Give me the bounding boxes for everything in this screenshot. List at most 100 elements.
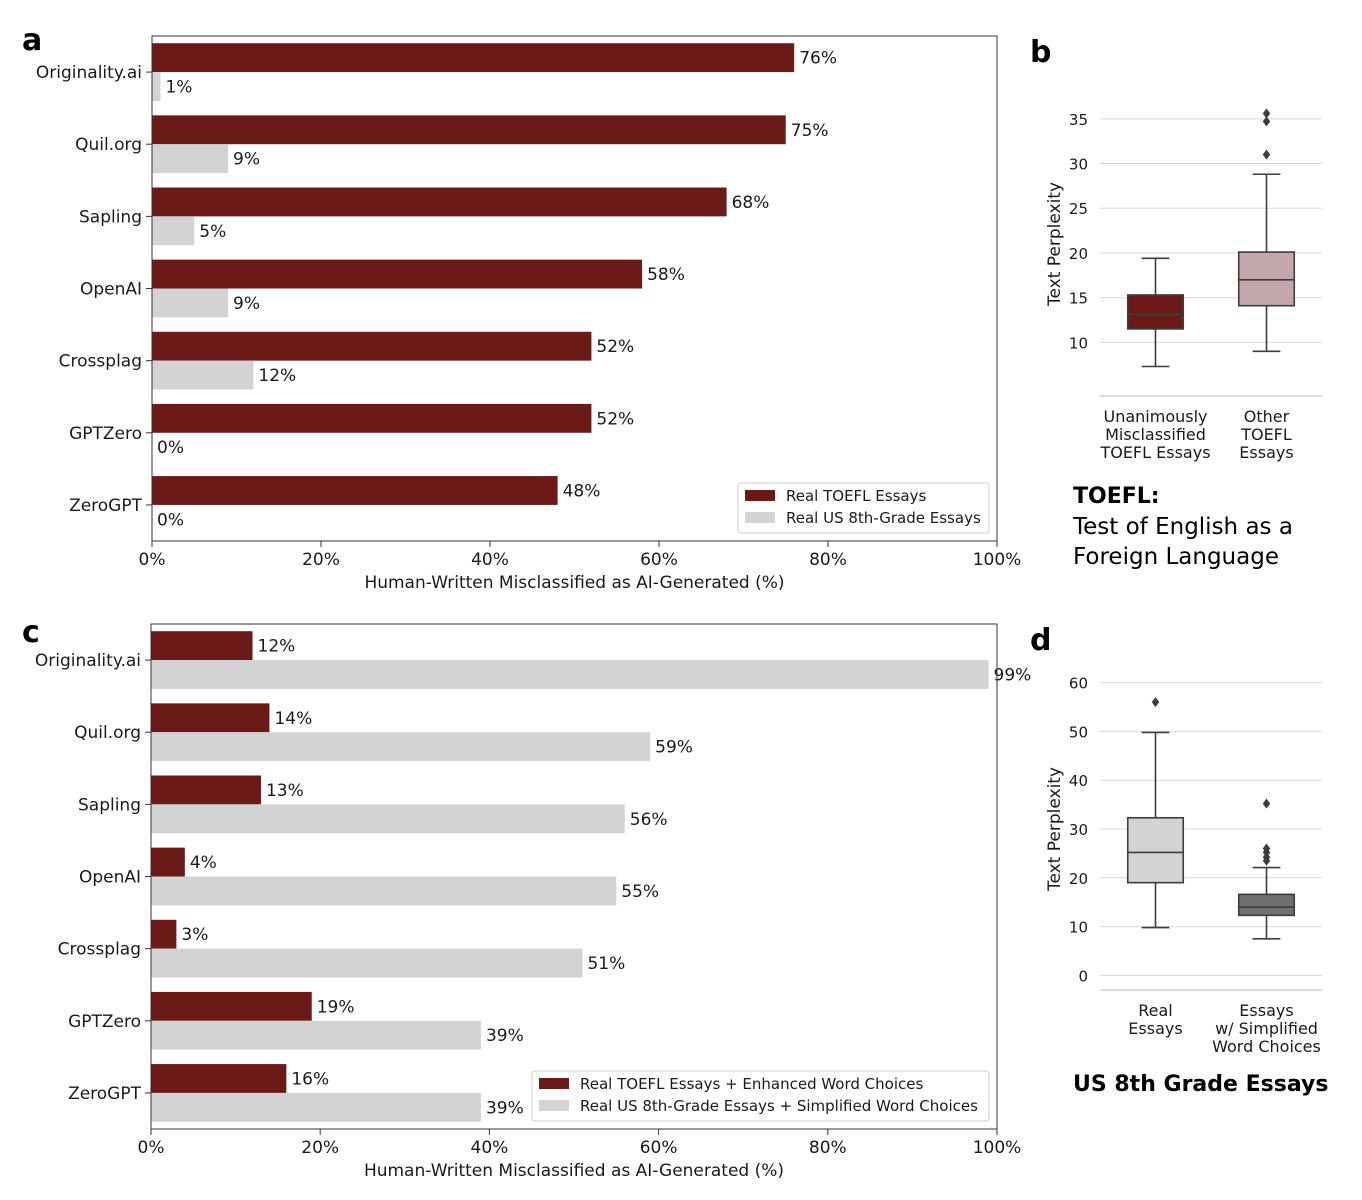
bar-chart-c: 12% 99% Originality.ai 14% 59% Quil.org 13% 56%…: [35, 623, 1032, 1181]
x-tick-label: 100%: [973, 550, 1022, 570]
outlier-marker: [1262, 108, 1271, 119]
y-tick-label: 40: [1069, 772, 1088, 790]
y-tick-label: Sapling: [79, 207, 142, 227]
bar-value-label: 16%: [291, 1070, 329, 1090]
bar-value-label: 5%: [199, 222, 226, 242]
outlier-marker: [1262, 116, 1271, 127]
bar-1: [152, 360, 254, 390]
bar-value-label: 51%: [587, 954, 625, 974]
bar-1: [151, 1092, 481, 1122]
y-tick-label: ZeroGPT: [69, 496, 143, 516]
bar-value-label: 14%: [274, 709, 312, 729]
x-tick-label: 40%: [471, 550, 509, 570]
bar-1: [152, 288, 229, 318]
bar-value-label: 12%: [258, 366, 296, 386]
panel-letter-a: a: [22, 23, 42, 58]
panel-letter-d: d: [1030, 623, 1051, 658]
y-tick-label: 25: [1069, 200, 1088, 218]
y-tick-label: OpenAI: [80, 280, 142, 300]
legend-box: [531, 1070, 990, 1122]
bar-1: [152, 144, 229, 174]
bar-0: [151, 703, 270, 733]
us8-note-title: US 8th Grade Essays: [1073, 1072, 1328, 1097]
y-tick-label: 35: [1069, 111, 1088, 129]
x-tick-label: 80%: [809, 1138, 847, 1158]
bar-value-label: 19%: [317, 997, 355, 1017]
bar-0: [152, 331, 592, 361]
outlier-marker: [1262, 149, 1271, 160]
y-tick-label: Crossplag: [58, 940, 141, 960]
plot-frame: [151, 35, 998, 542]
outlier-marker: [1151, 697, 1160, 708]
x-tick-label: 80%: [809, 550, 847, 570]
box: [1126, 816, 1185, 884]
bar-chart-a: 76% 1% Originality.ai 75% 9% Quil.org 68% 5% Sap…: [36, 35, 1022, 593]
x-tick-label: 100%: [973, 1138, 1022, 1158]
x-axis-label: Human-Written Misclassified as AI-Genera…: [364, 1161, 784, 1181]
y-tick-label: 30: [1069, 821, 1088, 839]
legend-label: Real US 8th-Grade Essays + Simplified Wo…: [580, 1097, 978, 1115]
y-tick-label: GPTZero: [68, 1012, 141, 1032]
x-category-label: Essays: [1128, 1019, 1182, 1038]
bar-0: [151, 775, 261, 805]
plot-frame: [150, 623, 998, 1130]
bar-value-label: 58%: [647, 265, 685, 285]
bar-0: [152, 259, 643, 289]
y-tick-label: Quil.org: [75, 135, 142, 155]
y-tick-label: GPTZero: [69, 424, 142, 444]
bar-value-label: 75%: [791, 121, 829, 141]
bar-1: [151, 1020, 481, 1050]
bar-1: [151, 876, 617, 906]
bar-1: [152, 216, 195, 246]
bar-value-label: 52%: [596, 409, 634, 429]
bar-0: [151, 919, 177, 949]
y-tick-label: Quil.org: [74, 723, 141, 743]
x-category-label: Misclassified: [1105, 425, 1206, 444]
bar-value-label: 48%: [563, 482, 601, 502]
legend-label: Real US 8th-Grade Essays: [786, 509, 981, 527]
bar-value-label: 56%: [630, 810, 668, 830]
bar-value-label: 13%: [266, 781, 304, 801]
bar-0: [152, 403, 592, 433]
bar-value-label: 12%: [258, 637, 296, 657]
box: [1237, 251, 1296, 307]
bar-1: [152, 72, 161, 101]
toefl-note-line2: Foreign Language: [1073, 544, 1279, 570]
x-category-label: Essays: [1239, 443, 1293, 462]
outlier-marker: [1262, 798, 1271, 809]
bar-value-label: 0%: [157, 438, 184, 458]
y-tick-label: Originality.ai: [36, 63, 142, 83]
box: [1126, 294, 1185, 330]
bar-value-label: 3%: [181, 925, 208, 945]
bar-1: [151, 660, 989, 689]
x-tick-label: 0%: [138, 1138, 165, 1158]
bar-0: [151, 631, 253, 661]
bar-0: [151, 847, 185, 877]
y-axis-label: Text Perplexity: [1045, 767, 1065, 892]
bar-value-label: 4%: [190, 853, 217, 873]
legend-box: [737, 482, 990, 534]
bar-1: [151, 732, 651, 762]
y-tick-label: 0: [1078, 967, 1088, 985]
toefl-note-title: TOEFL:: [1073, 484, 1160, 509]
y-tick-label: Sapling: [78, 795, 141, 815]
bar-value-label: 99%: [994, 666, 1032, 686]
y-tick-label: 10: [1069, 919, 1088, 937]
bar-value-label: 55%: [621, 882, 659, 902]
bar-0: [151, 1064, 287, 1093]
y-tick-label: Crossplag: [59, 352, 142, 372]
legend-swatch: [539, 1100, 569, 1111]
box-plot-b: 10 15 20 25 30 35 Text Perplexity UnanimouslyMi…: [1045, 108, 1322, 462]
box: [1237, 893, 1296, 917]
bar-value-label: 68%: [732, 193, 770, 213]
y-tick-label: 10: [1069, 334, 1088, 352]
x-tick-label: 60%: [640, 1138, 678, 1158]
y-tick-label: 15: [1069, 290, 1088, 308]
legend-swatch: [539, 1078, 569, 1089]
x-tick-label: 0%: [139, 550, 166, 570]
panel-letter-b: b: [1030, 35, 1051, 70]
bar-0: [151, 991, 312, 1021]
x-category-label: TOEFL: [1240, 425, 1292, 444]
